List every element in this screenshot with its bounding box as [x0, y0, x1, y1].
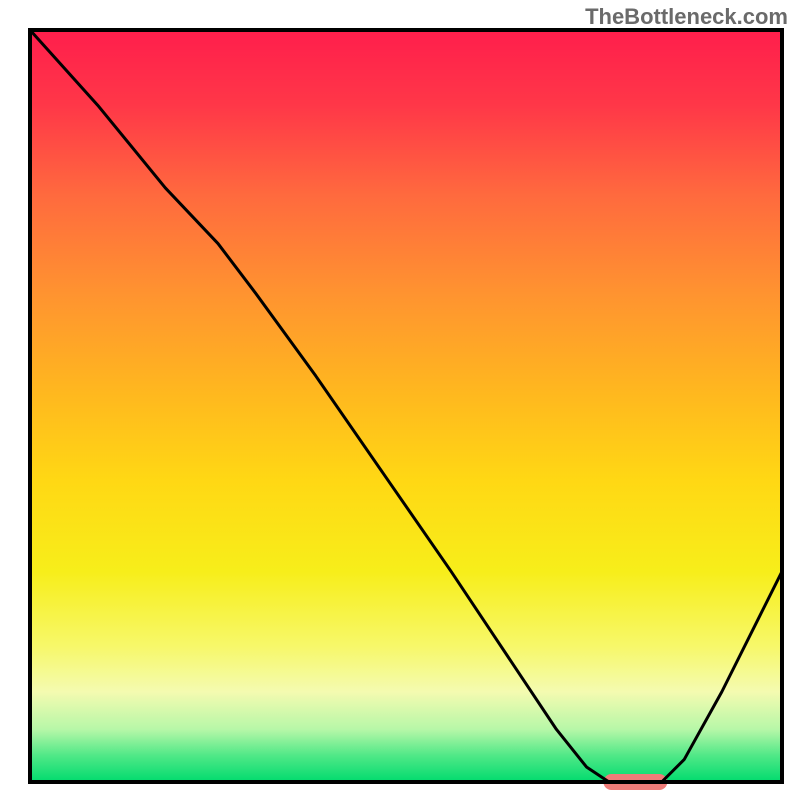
watermark-text: TheBottleneck.com — [585, 4, 788, 30]
bottleneck-chart — [0, 0, 800, 800]
gradient-background — [30, 30, 782, 782]
chart-container: TheBottleneck.com — [0, 0, 800, 800]
